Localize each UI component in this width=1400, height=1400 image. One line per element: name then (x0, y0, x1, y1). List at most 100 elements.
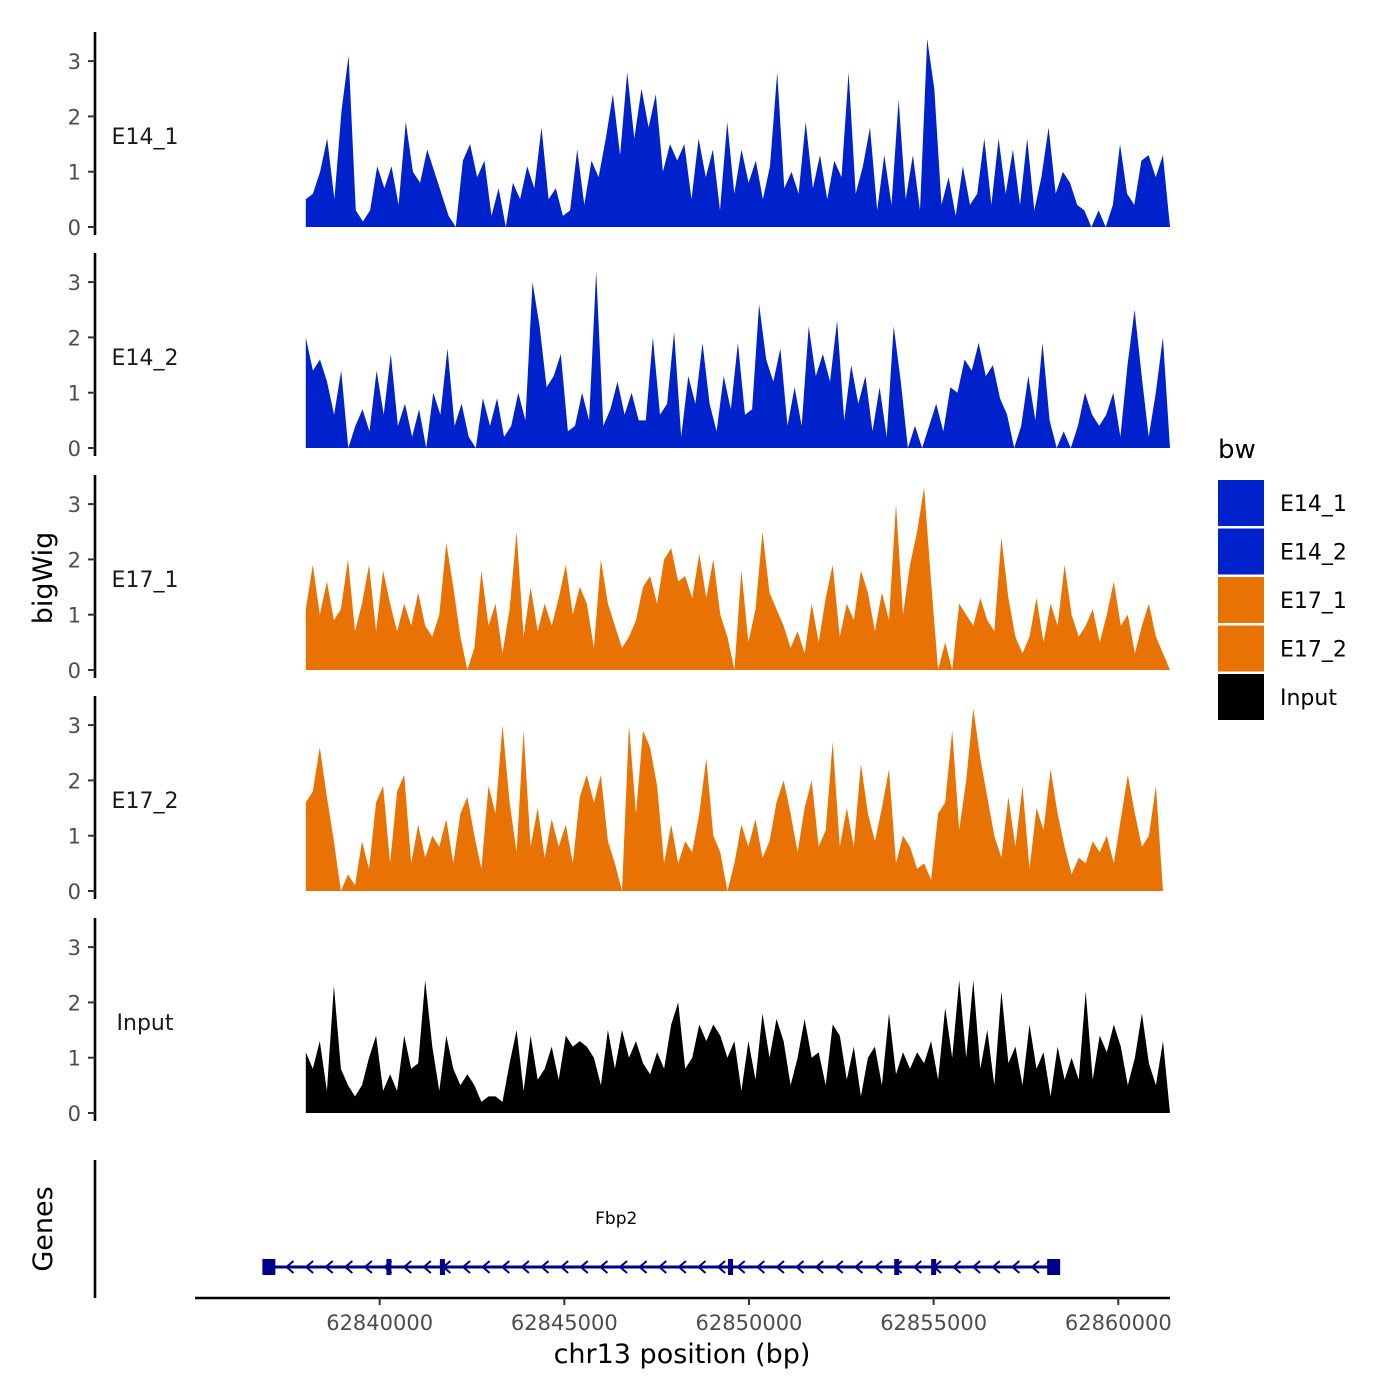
strand-arrow (579, 1260, 589, 1274)
y-tick-label: 1 (68, 161, 81, 185)
y-tick-label: 1 (68, 604, 81, 628)
y-axis-title: bigWig (28, 532, 59, 625)
exon (386, 1259, 392, 1275)
y-tick-label: 2 (68, 105, 81, 129)
panel-e14-2: 0 1 2 3 E14_2 (68, 253, 1170, 461)
x-tick-label: 62845000 (511, 1311, 618, 1335)
strand-arrow (520, 1260, 530, 1274)
y-tick-label: 3 (68, 271, 81, 295)
legend-label: E17_1 (1280, 589, 1347, 614)
strand-arrow (814, 1260, 824, 1274)
x-axis: 62840000 62845000 62850000 62855000 62860000… (195, 1296, 1172, 1370)
strand-arrow (540, 1260, 550, 1274)
strand-arrow (324, 1260, 334, 1274)
panel-label: E14_2 (112, 346, 179, 371)
panel-e17-1: 0 1 2 3 E17_1 (68, 475, 1170, 683)
panel-input: 0 1 2 3 Input (68, 918, 1170, 1126)
strand-arrow (912, 1260, 922, 1274)
strand-arrow (343, 1260, 353, 1274)
exon (262, 1259, 276, 1275)
y-tick-label: 3 (68, 936, 81, 960)
y-tick-label: 0 (68, 216, 81, 240)
panel-label: E17_2 (112, 789, 179, 814)
y-tick-label: 0 (68, 659, 81, 683)
y-tick-label: 0 (68, 880, 81, 904)
strand-arrow (657, 1260, 667, 1274)
x-tick-label: 62855000 (880, 1311, 987, 1335)
x-tick-label: 62850000 (696, 1311, 803, 1335)
y-tick-label: 1 (68, 825, 81, 849)
strand-arrow (1030, 1260, 1040, 1274)
strand-arrow (559, 1260, 569, 1274)
y-tick-label: 2 (68, 769, 81, 793)
area-e14-2 (305, 271, 1170, 448)
strand-arrow (422, 1260, 432, 1274)
area-e17-2 (305, 708, 1170, 891)
y-tick-label: 0 (68, 1102, 81, 1126)
y-tick-label: 1 (68, 1047, 81, 1071)
strand-arrow (834, 1260, 844, 1274)
strand-arrow (795, 1260, 805, 1274)
y-tick-label: 1 (68, 382, 81, 406)
area-e14-1 (305, 39, 1170, 227)
panel-e14-1: 0 1 2 3 E14_1 (68, 32, 1170, 240)
panel-label: Input (117, 1011, 174, 1036)
strand-arrow (598, 1260, 609, 1274)
legend-label: Input (1280, 686, 1337, 711)
strand-arrow (991, 1260, 1001, 1274)
x-tick-label: 62840000 (326, 1311, 433, 1335)
panel-label: E14_1 (112, 125, 179, 150)
legend-title: bw (1218, 435, 1256, 465)
legend-swatch (1218, 528, 1264, 575)
genes-axis-title: Genes (28, 1186, 59, 1271)
strand-arrow (873, 1260, 883, 1274)
strand-arrow (304, 1260, 314, 1274)
legend-swatch (1218, 625, 1264, 672)
strand-arrow (1010, 1260, 1021, 1274)
exon (894, 1259, 900, 1275)
area-input (305, 980, 1170, 1113)
strand-arrow (971, 1260, 981, 1274)
y-tick-label: 3 (68, 714, 81, 738)
legend-label: E14_1 (1280, 492, 1347, 517)
strand-arrow (638, 1260, 648, 1274)
strand-arrow (696, 1260, 707, 1274)
strand-arrow (402, 1260, 412, 1274)
panel-e17-2: 0 1 2 3 E17_2 (68, 696, 1170, 904)
strand-arrow (853, 1260, 864, 1274)
exon (1047, 1259, 1061, 1275)
strand-arrow (461, 1260, 471, 1274)
x-tick-label: 62860000 (1065, 1311, 1172, 1335)
exon (931, 1259, 937, 1275)
strand-arrow (716, 1260, 726, 1274)
legend-swatch (1218, 577, 1264, 623)
exon (439, 1259, 445, 1275)
legend-swatch (1218, 674, 1264, 720)
strand-arrow (775, 1260, 785, 1274)
strand-arrow (500, 1260, 510, 1274)
y-tick-label: 2 (68, 991, 81, 1015)
legend-label: E14_2 (1280, 541, 1347, 566)
gene-label: Fbp2 (595, 1209, 637, 1229)
y-tick-label: 0 (68, 437, 81, 461)
x-axis-title: chr13 position (bp) (554, 1339, 811, 1370)
legend-swatch (1218, 480, 1264, 526)
legend: bw E14_1 E14_2 E17_1 E17_2 Input (1218, 435, 1347, 720)
exon (728, 1259, 734, 1275)
area-e17-1 (305, 487, 1170, 670)
y-tick-label: 2 (68, 326, 81, 350)
legend-label: E17_2 (1280, 638, 1347, 663)
strand-arrow (363, 1260, 373, 1274)
strand-arrow (618, 1260, 628, 1274)
genes-track: Genes Fbp2 (28, 1160, 1061, 1298)
strand-arrow (677, 1260, 687, 1274)
y-tick-label: 3 (68, 493, 81, 517)
strand-arrow (755, 1260, 766, 1274)
y-tick-label: 3 (68, 50, 81, 74)
y-tick-label: 2 (68, 548, 81, 572)
strand-arrow (952, 1260, 962, 1274)
strand-arrow (481, 1260, 491, 1274)
strand-arrow (736, 1260, 746, 1274)
panel-label: E17_1 (112, 568, 179, 593)
